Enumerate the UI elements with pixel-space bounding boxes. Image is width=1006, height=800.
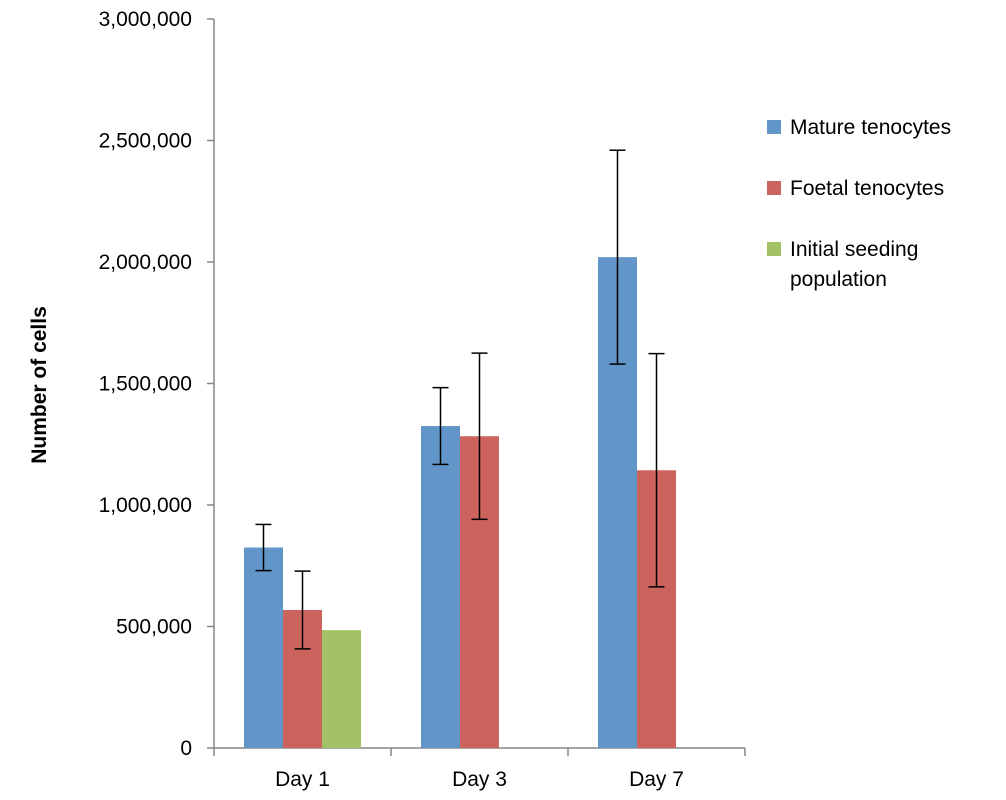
legend-swatch [767, 120, 781, 134]
y-tick-label: 3,000,000 [99, 8, 192, 31]
legend-label: Mature tenocytes [790, 116, 951, 139]
error-bars [255, 149, 665, 650]
legend-swatch [767, 181, 781, 195]
legend-swatch [767, 242, 781, 256]
bar-initial-seeding-population-day-1 [322, 630, 361, 748]
legend-label: population [790, 268, 887, 291]
legend: Mature tenocytes Foetal tenocytes Initial … [767, 116, 951, 291]
y-tick-label: 1,000,000 [99, 494, 192, 517]
legend-label: Foetal tenocytes [790, 177, 944, 200]
x-tick-label: Day 7 [629, 768, 684, 791]
y-tick-label: 2,000,000 [99, 251, 192, 274]
y-tick-label: 0 [180, 737, 192, 760]
x-tick-label: Day 3 [452, 768, 507, 791]
bars [244, 257, 676, 748]
y-axis-title-group: Number of cells [28, 306, 51, 464]
y-tick-label: 2,500,000 [99, 130, 192, 153]
x-axis-ticks: Day 1 Day 3 Day 7 [213, 748, 746, 791]
y-axis-title: Number of cells [28, 306, 51, 464]
x-tick-label: Day 1 [275, 768, 330, 791]
bar-mature-tenocytes-day-3 [421, 426, 460, 748]
legend-label: Initial seeding [790, 238, 918, 261]
y-axis-ticks: 0 500,000 1,000,000 1,500,000 2,000,000 2,500… [99, 8, 214, 760]
bar-mature-tenocytes-day-1 [244, 547, 283, 748]
y-tick-label: 500,000 [116, 616, 192, 639]
y-tick-label: 1,500,000 [99, 373, 192, 396]
